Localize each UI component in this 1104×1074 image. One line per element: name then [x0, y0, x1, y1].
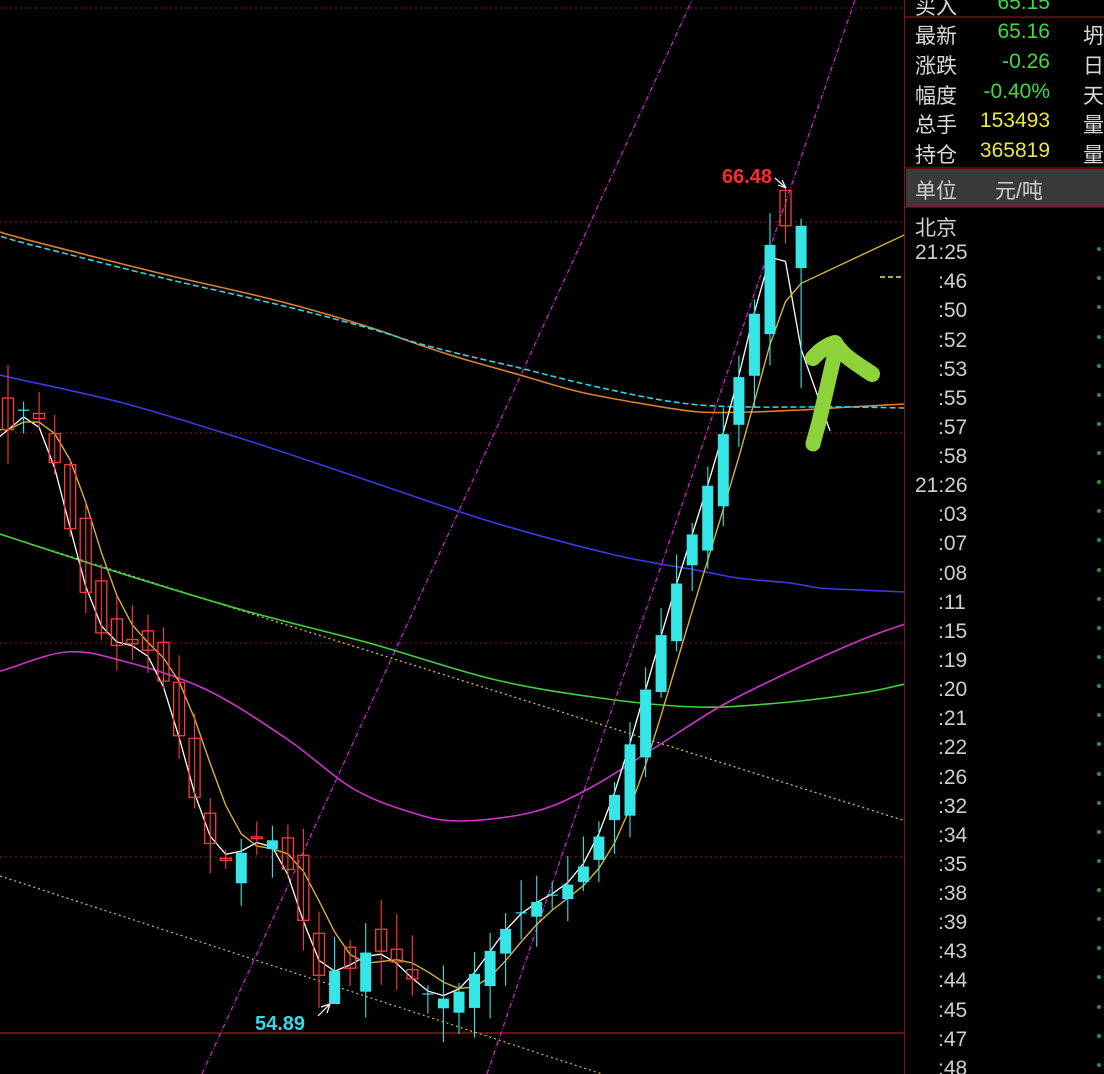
svg-text:54.89: 54.89: [255, 1013, 305, 1035]
svg-text:66.48: 66.48: [722, 166, 772, 188]
